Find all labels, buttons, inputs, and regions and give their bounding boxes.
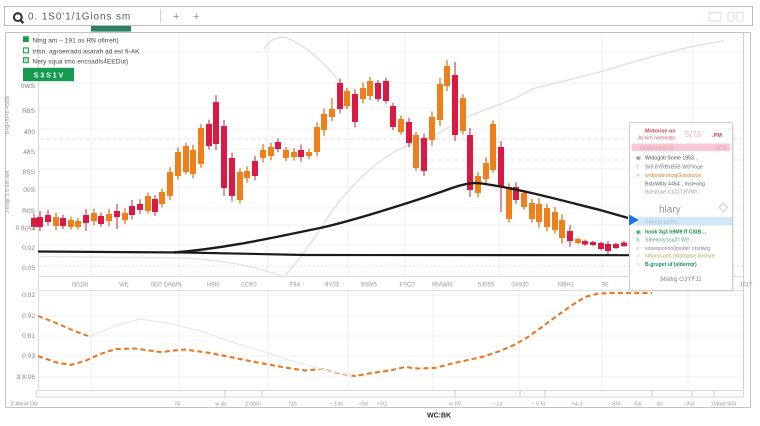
svg-text:96AWN: 96AWN bbox=[432, 283, 452, 289]
svg-text:+: + bbox=[193, 11, 199, 23]
svg-text:Sthemoy'ssq3'l W9 …: Sthemoy'ssq3'l W9 … bbox=[645, 238, 695, 244]
svg-text:90W5: 90W5 bbox=[361, 283, 377, 289]
svg-text:0:02: 0:02 bbox=[22, 292, 35, 299]
svg-text:F9A: F9A bbox=[289, 283, 300, 289]
svg-text:5(73: 5(73 bbox=[685, 130, 702, 139]
svg-text:0WS: 0WS bbox=[21, 83, 36, 90]
svg-text:0 8(A2: 0 8(A2 bbox=[16, 225, 36, 232]
svg-text:trtsn. agroerrado asarah ad es: trtsn. agroerrado asarah ad est 9-AK bbox=[33, 49, 141, 56]
svg-text:duestose.r(131T.BVWl: duestose.r(131T.BVWl bbox=[645, 190, 697, 196]
svg-text:J01T: J01T bbox=[739, 283, 753, 289]
svg-text:0s: 0s bbox=[657, 402, 663, 408]
svg-text:5J055: 5J055 bbox=[478, 283, 495, 289]
svg-text:H9N: H9N bbox=[207, 283, 219, 289]
svg-text:N01M: N01M bbox=[72, 283, 88, 289]
svg-text:00S: 00S bbox=[23, 187, 35, 194]
svg-text:S 3 S 1 V: S 3 S 1 V bbox=[34, 72, 64, 79]
svg-text:~:1d: ~:1d bbox=[491, 402, 502, 408]
svg-text:0i6: 0i6 bbox=[634, 402, 641, 408]
svg-text:f16: f16 bbox=[289, 402, 297, 408]
svg-text:9Y03: 9Y03 bbox=[325, 283, 340, 289]
svg-text:Motorise on: Motorise on bbox=[645, 129, 676, 135]
svg-text:48S: 48S bbox=[23, 149, 35, 156]
svg-text:0:92: 0:92 bbox=[22, 313, 35, 320]
svg-text:3x5.8YRBxB5B W9'Voge: 3x5.8YRBxB5B W9'Voge bbox=[645, 164, 703, 170]
svg-text:Nmg am – 191 os RN ofirreh): Nmg am – 191 os RN ofirreh) bbox=[33, 38, 119, 45]
svg-text:≡: ≡ bbox=[636, 246, 639, 252]
svg-text:R8S: R8S bbox=[22, 108, 35, 115]
svg-text:~0d: ~0d bbox=[358, 402, 368, 408]
svg-text:o+g+m+b 456B: o+g+m+b 456B bbox=[5, 96, 11, 135]
svg-text:At him homestip: At him homestip bbox=[638, 136, 675, 142]
svg-text::: : bbox=[700, 14, 702, 23]
svg-text:⌄: ⌄ bbox=[727, 126, 732, 132]
svg-text:Wrdogob Some 1953…: Wrdogob Some 1953… bbox=[645, 156, 699, 162]
svg-text:0G0 DAWN: 0G0 DAWN bbox=[150, 283, 181, 289]
svg-text:+4 3: +4 3 bbox=[571, 402, 582, 408]
svg-text:0:02: 0:02 bbox=[22, 245, 35, 252]
svg-text:✐: ✐ bbox=[636, 173, 640, 179]
svg-text:BstxWitty 4454…mst+ong: BstxWitty 4454…mst+ong bbox=[645, 181, 705, 187]
svg-text:✓: ✓ bbox=[636, 254, 640, 260]
svg-text:400: 400 bbox=[24, 129, 35, 136]
svg-text:0:05: 0:05 bbox=[22, 265, 35, 272]
svg-text:0:93: 0:93 bbox=[22, 353, 35, 360]
svg-text:♤: ♤ bbox=[636, 262, 641, 268]
svg-text:hook 3q3 h9M9 ff CSIB…: hook 3q3 h9M9 ff CSIB… bbox=[645, 229, 706, 235]
svg-text:M9H1: M9H1 bbox=[558, 283, 575, 289]
svg-text:J-lmgr 5.8 sm am: J-lmgr 5.8 sm am bbox=[5, 170, 11, 214]
svg-text:hlary: hlary bbox=[659, 205, 681, 216]
svg-text:▣: ▣ bbox=[636, 229, 641, 235]
svg-text:▣: ▣ bbox=[636, 156, 641, 162]
svg-text:0(7B: 0(7B bbox=[716, 145, 727, 151]
svg-text:10lnot.5Gl: 10lnot.5Gl bbox=[711, 402, 737, 408]
svg-text:WC:BK: WC:BK bbox=[427, 413, 451, 420]
svg-text:+: + bbox=[173, 11, 179, 23]
svg-text:2:000): 2:000) bbox=[245, 402, 261, 408]
svg-text:GdtArneaht t3s: GdtArneaht t3s bbox=[640, 145, 674, 151]
svg-text:~.1\N: ~.1\N bbox=[329, 402, 343, 408]
svg-text:smorss prls oslsmplse dosrsre: smorss prls oslsmplse dosrsre bbox=[645, 254, 715, 260]
svg-text:.PM: .PM bbox=[712, 133, 722, 139]
svg-text:B.gruget ul'(slderrqr): B.gruget ul'(slderrqr) bbox=[645, 262, 697, 268]
svg-text:wrdsoxbronzqGunduson: wrdsoxbronzqGunduson bbox=[645, 173, 701, 179]
svg-text:FYC0: FYC0 bbox=[399, 283, 415, 289]
svg-text:90: 90 bbox=[602, 283, 609, 289]
svg-text:Smnog pzd/e: Smnog pzd/e bbox=[645, 219, 677, 225]
svg-text:WE: WE bbox=[119, 283, 129, 289]
svg-text:3\d: 3\d bbox=[686, 402, 694, 408]
svg-text:0. 1S0'1/1Gions sm: 0. 1S0'1/1Gions sm bbox=[28, 12, 131, 23]
svg-text:3''A6nd D0: 3''A6nd D0 bbox=[10, 402, 37, 408]
svg-text:~3\1: ~3\1 bbox=[376, 402, 387, 408]
svg-text:w 3s: w 3s bbox=[214, 402, 227, 408]
svg-text:3 8:06: 3 8:06 bbox=[17, 374, 36, 381]
svg-text:R0S: R0S bbox=[22, 208, 35, 215]
svg-text:S: S bbox=[636, 238, 640, 244]
svg-text:~ 8IV: ~ 8IV bbox=[607, 402, 620, 408]
svg-text:?: ? bbox=[636, 164, 639, 170]
svg-text:0C9'0: 0C9'0 bbox=[241, 283, 257, 289]
svg-text:Matlrg G3YF11: Matlrg G3YF11 bbox=[660, 276, 702, 283]
svg-text:0:81: 0:81 bbox=[22, 333, 35, 340]
svg-text:8SS: 8SS bbox=[23, 169, 36, 176]
svg-text:76: 76 bbox=[174, 402, 180, 408]
svg-text:w t/0: w t/0 bbox=[448, 402, 461, 408]
svg-text:0A930: 0A930 bbox=[511, 283, 529, 289]
svg-text:soseqnonoo(insider orsrlwrg: soseqnonoo(insider orsrlwrg bbox=[645, 246, 710, 252]
svg-text:~ 5.6l: ~ 5.6l bbox=[531, 402, 545, 408]
svg-text:Nery squa tmo encsadls4EEDut): Nery squa tmo encsadls4EEDut) bbox=[33, 58, 129, 65]
